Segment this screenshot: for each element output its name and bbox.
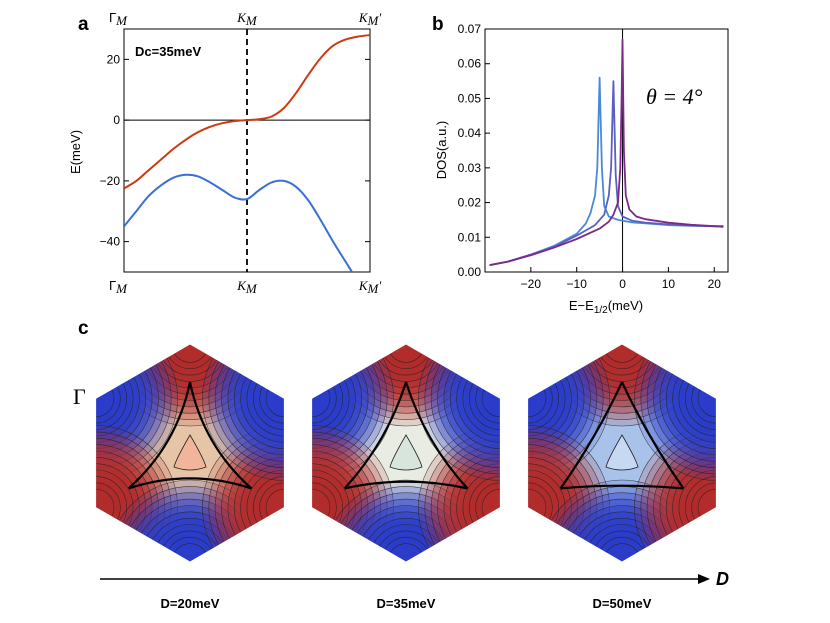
blue-contour	[323, 479, 489, 562]
separatrix-curve	[188, 381, 253, 490]
band-line-2	[124, 173, 354, 272]
k-point-label: KM'	[358, 278, 382, 296]
panel-a-chart: 20 0 −20 −40 ΓM KM KM' ΓM KM KM' Dc=35meV E(meV…	[68, 10, 382, 296]
band-line-1	[124, 34, 370, 190]
k-point-label: KM	[236, 278, 258, 296]
xlabel-main: E−E	[569, 298, 594, 313]
red-contour	[539, 344, 705, 427]
k-point-label: KM	[236, 10, 258, 28]
separatrix-curve	[404, 381, 469, 490]
hexagon-outline	[95, 343, 285, 563]
separatrix-curve	[128, 477, 252, 490]
panel-c-label: c	[78, 318, 89, 339]
a-ytick-label: 0	[113, 113, 120, 127]
hex-label-3: D=50meV	[593, 596, 652, 611]
d-axis-label: D	[716, 569, 729, 589]
hex-label-1: D=20meV	[161, 596, 220, 611]
b-ytick-label: 0.07	[458, 22, 482, 36]
panel-b-chart: 0.00 0.01 0.02 0.03 0.04 0.05 0.06 0.07 −20 −10 0…	[434, 22, 729, 316]
blue-contour	[539, 479, 705, 562]
b-ytick-label: 0.06	[458, 57, 482, 71]
separatrix-curve	[621, 381, 685, 490]
b-ytick-label: 0.00	[458, 265, 482, 279]
xlabel-sub: 1/2	[594, 305, 608, 316]
b-ytick-label: 0.04	[458, 126, 482, 140]
gamma-label: Γ	[73, 384, 86, 409]
k-point-label: ΓM	[109, 10, 128, 28]
b-xtick-label: 20	[708, 277, 722, 291]
separatrix-curve	[343, 381, 408, 490]
red-contour	[107, 344, 273, 427]
b-ytick-label: 0.02	[458, 196, 482, 210]
b-xtick-label: 10	[662, 277, 676, 291]
center-contour	[389, 434, 423, 471]
center-contour	[173, 434, 207, 471]
k-point-label: KM'	[358, 10, 382, 28]
blue-contour	[107, 479, 273, 562]
k-point-label: ΓM	[109, 278, 128, 296]
xlabel-unit: (meV)	[608, 298, 643, 313]
red-contour	[546, 344, 698, 420]
center-contour	[605, 434, 639, 471]
d-axis-arrowhead	[698, 574, 710, 584]
panel-a-ylabel: E(meV)	[68, 130, 83, 174]
panel-a-annotation: Dc=35meV	[135, 44, 201, 59]
separatrix-curve	[344, 480, 468, 490]
panel-b-label: b	[432, 14, 444, 35]
red-contour	[323, 344, 489, 427]
hexagon-outline	[527, 343, 717, 563]
hexagon-outline	[311, 343, 501, 563]
panel-b-ylabel: DOS(a.u.)	[434, 121, 449, 180]
separatrix-curve	[127, 381, 192, 490]
panel-b-xlabel: E−E1/2(meV)	[569, 298, 643, 316]
b-ytick-label: 0.05	[458, 91, 482, 105]
b-xtick-label: −20	[521, 277, 542, 291]
red-contour	[330, 344, 482, 420]
red-contour	[114, 344, 266, 420]
separatrix-curve	[559, 381, 623, 490]
a-ytick-label: 20	[107, 52, 121, 66]
panel-b-frame	[484, 28, 729, 273]
dos-line-3	[489, 38, 724, 266]
a-ytick-label: −20	[100, 174, 121, 188]
b-ytick-label: 0.03	[458, 161, 482, 175]
b-xtick-label: 0	[619, 277, 626, 291]
b-xtick-label: −10	[567, 277, 588, 291]
contour-hexagons	[95, 343, 717, 563]
separatrix-curve	[560, 484, 684, 490]
panel-b-annotation: θ = 4°	[646, 84, 703, 109]
hex-label-2: D=35meV	[377, 596, 436, 611]
a-ytick-label: −40	[100, 235, 121, 249]
b-ytick-label: 0.01	[458, 230, 482, 244]
panel-a-label: a	[78, 14, 89, 35]
